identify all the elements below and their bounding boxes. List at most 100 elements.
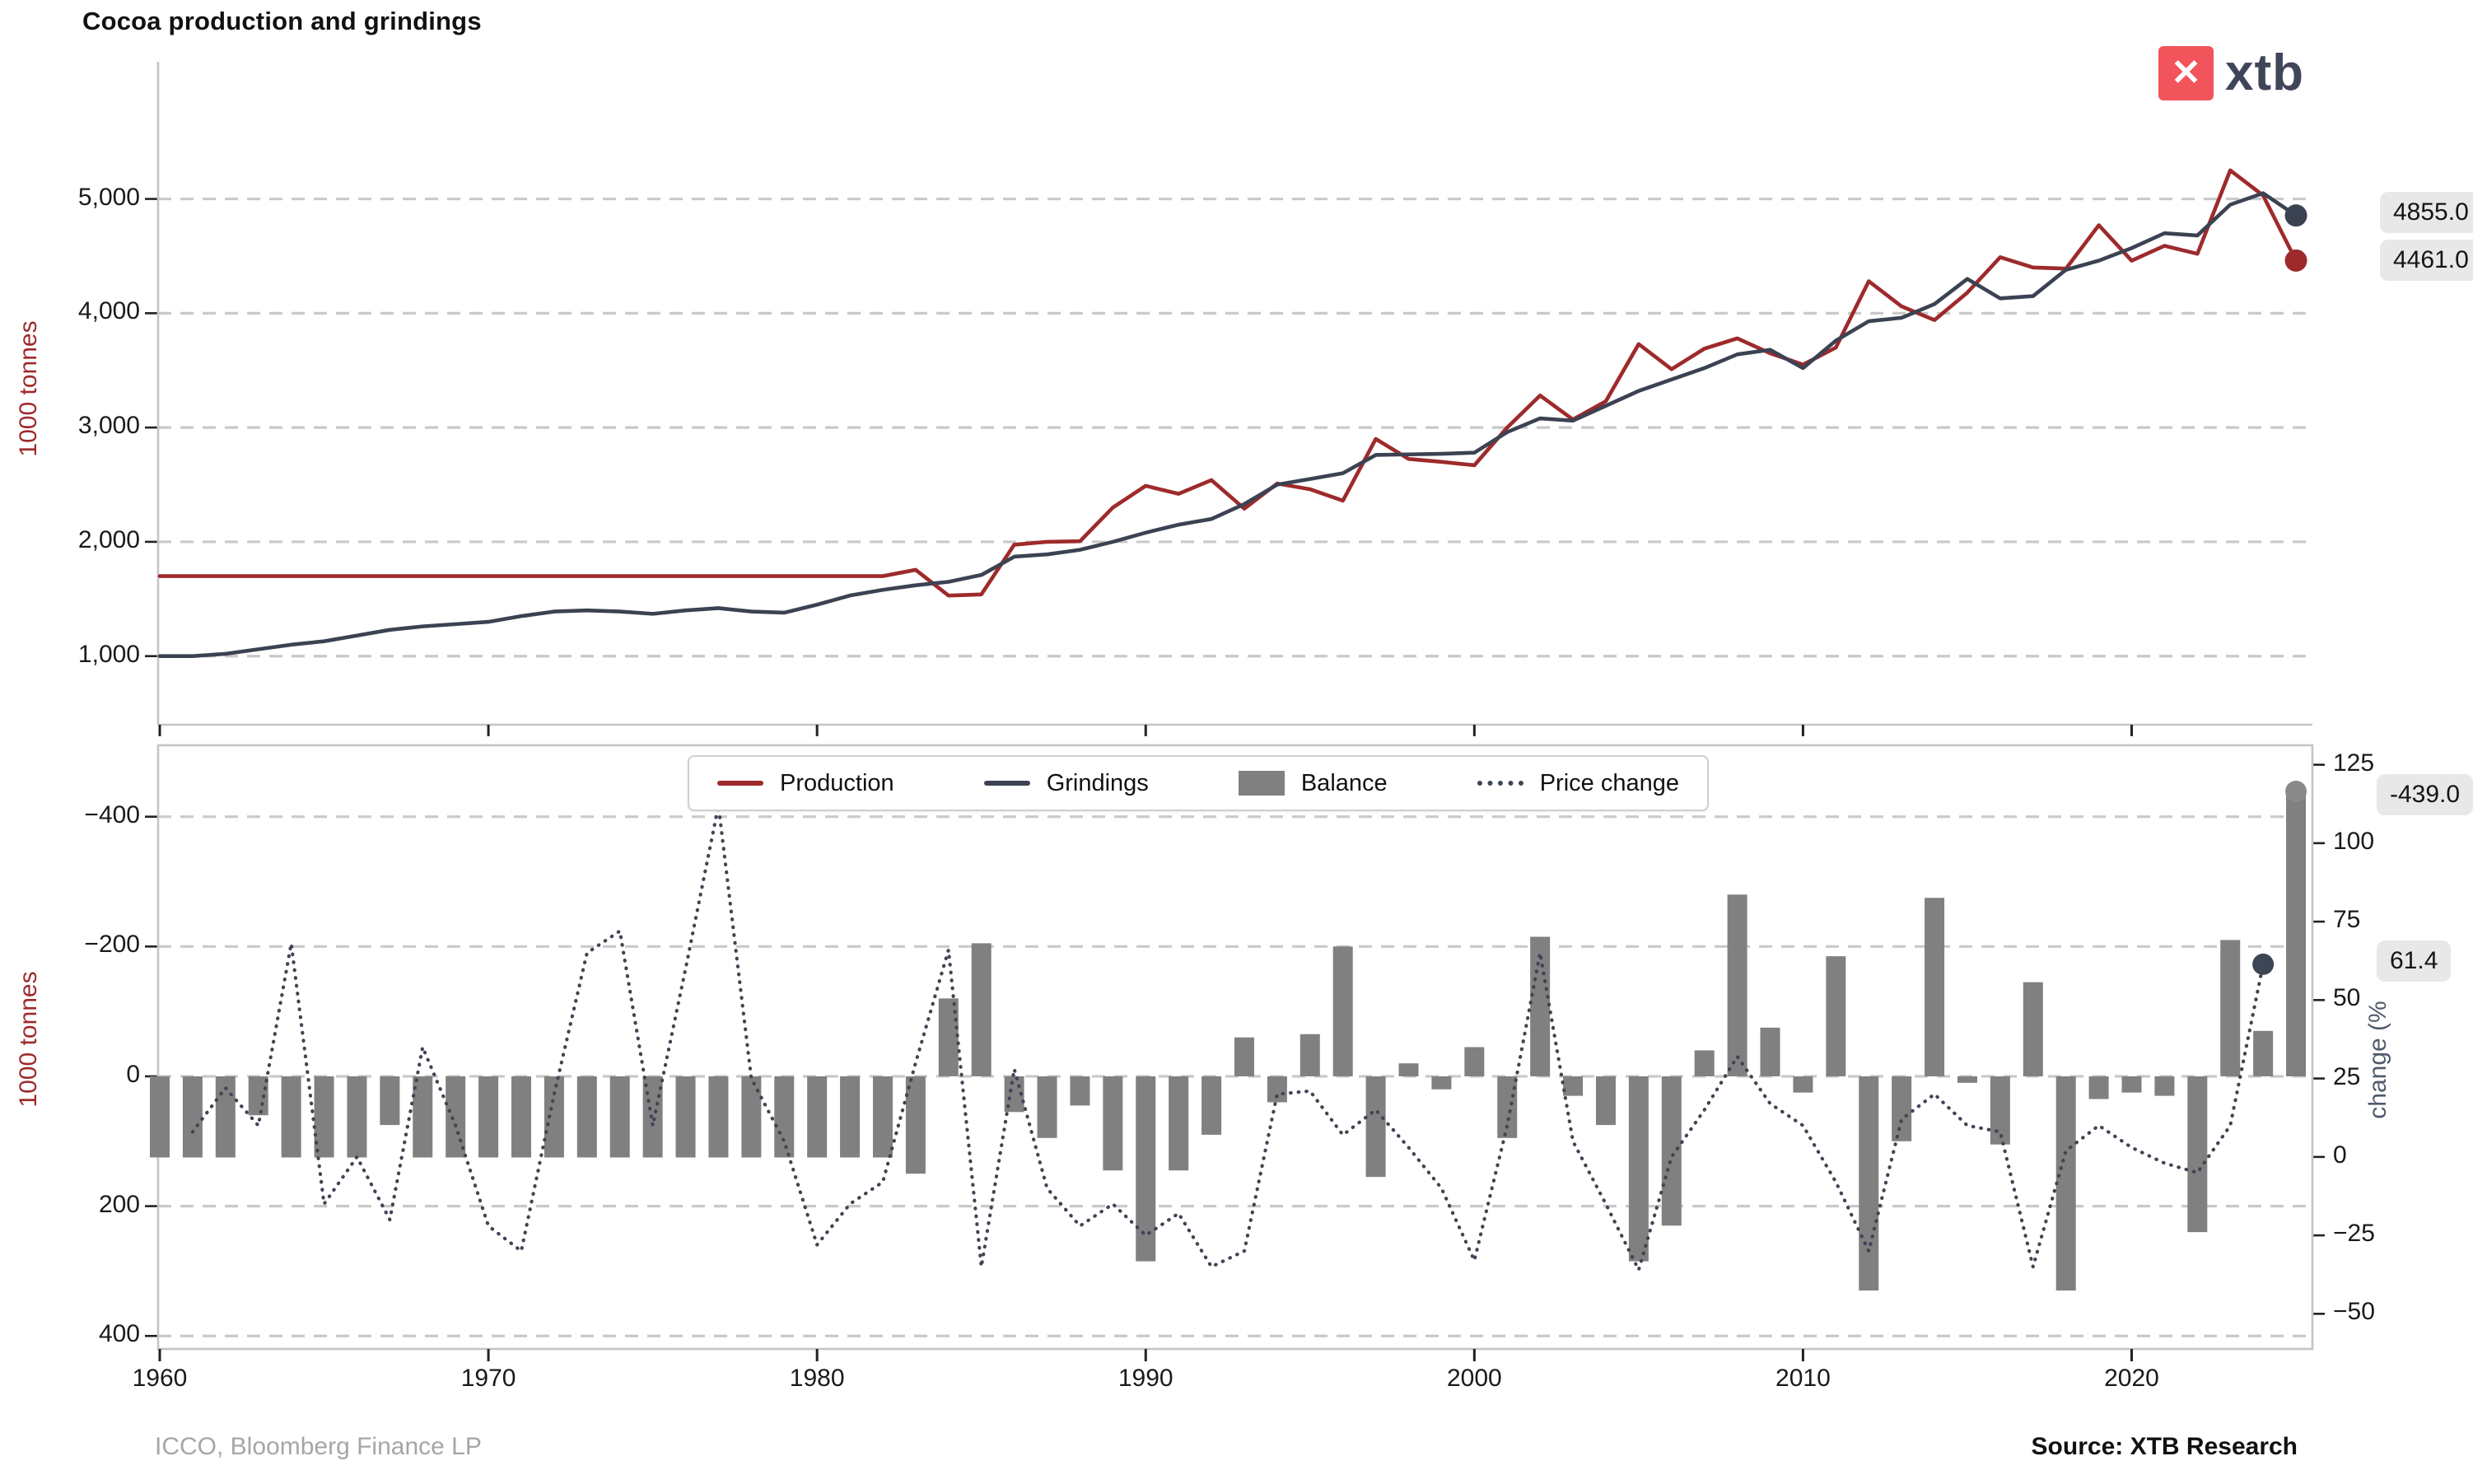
- bottom-left-y-tick-label: 200: [98, 1190, 140, 1218]
- bottom-right-y-tick-label: 25: [2333, 1062, 2361, 1090]
- legend: Production Grindings Balance Price chang…: [688, 755, 1709, 811]
- production-line: [157, 168, 2298, 598]
- balance-bar: [544, 1076, 564, 1158]
- balance-bar: [1234, 1037, 1254, 1076]
- balance-bar: [446, 1076, 466, 1158]
- legend-label: Price change: [1539, 769, 1679, 796]
- balance-bar: [314, 1076, 334, 1158]
- balance-bar: [1103, 1076, 1123, 1171]
- balance-bar: [2187, 1076, 2208, 1233]
- x-tick-label: 1960: [132, 1365, 188, 1392]
- bottom-right-y-tick-label: 125: [2333, 749, 2375, 777]
- balance-bar: [1299, 1034, 1320, 1076]
- balance-bar: [1431, 1076, 1452, 1090]
- balance-bar: [347, 1076, 367, 1158]
- bottom-left-y-tick-label: 0: [126, 1060, 140, 1088]
- balance-bar: [2253, 1030, 2274, 1076]
- bottom-right-y-tick-label: −50: [2333, 1298, 2375, 1326]
- balance-bar-swatch-icon: [1238, 771, 1285, 796]
- balance-bar: [1563, 1076, 1584, 1096]
- price-change-dotted-swatch-icon: [1477, 781, 1523, 786]
- balance-bar: [609, 1076, 630, 1158]
- bottom-left-y-tick-label: −200: [84, 931, 140, 959]
- xtb-logo-text: xtb: [2225, 44, 2304, 101]
- balance-bar: [905, 1076, 926, 1174]
- balance-bar: [1332, 946, 1353, 1076]
- balance-bar: [1628, 1076, 1649, 1262]
- balance-bar: [1365, 1076, 1386, 1178]
- top-y-tick-label: 4,000: [77, 297, 140, 325]
- balance-bar: [2088, 1076, 2109, 1099]
- balance-bar: [1694, 1050, 1715, 1076]
- legend-item-price-change: Price change: [1477, 770, 1679, 797]
- legend-item-production: Production: [717, 770, 894, 797]
- xtb-logo-x-icon: ✕: [2158, 45, 2214, 100]
- balance-bar: [2121, 1076, 2142, 1093]
- grindings-line: [157, 191, 2298, 659]
- grindings-line-swatch-icon: [983, 781, 1030, 786]
- legend-item-balance: Balance: [1238, 769, 1388, 797]
- balance-bar: [380, 1076, 400, 1126]
- balance-bar: [1398, 1063, 1419, 1076]
- legend-label: Production: [780, 769, 894, 796]
- production-end-dot: [2284, 249, 2307, 272]
- bottom-right-y-tick-label: 50: [2333, 984, 2361, 1012]
- balance-bar: [1070, 1076, 1090, 1106]
- balance-bar: [774, 1076, 795, 1158]
- balance-bar: [182, 1076, 203, 1158]
- balance-bar: [708, 1076, 729, 1158]
- balance-bar: [1727, 894, 1747, 1076]
- x-tick-label: 2010: [1775, 1365, 1831, 1392]
- balance-bar: [1530, 936, 1551, 1076]
- balance-end-dot: [2285, 780, 2307, 802]
- balance-bar: [1037, 1076, 1057, 1138]
- top-y-tick-label: 5,000: [77, 183, 140, 211]
- legend-label: Balance: [1300, 769, 1388, 796]
- grindings-end-dot: [2284, 204, 2307, 227]
- balance-bar: [1464, 1047, 1485, 1076]
- balance-end-value-badge: -439.0: [2377, 774, 2473, 815]
- top-y-axis-title: 1000 tonnes: [15, 320, 42, 457]
- balance-bar: [741, 1076, 762, 1158]
- balance-bar: [1925, 898, 1945, 1076]
- bottom-right-y-tick-label: 0: [2333, 1141, 2347, 1169]
- balance-bar: [2286, 791, 2307, 1076]
- x-tick-label: 2020: [2104, 1365, 2159, 1392]
- balance-bar: [2023, 982, 2043, 1076]
- balance-bar: [971, 943, 992, 1076]
- balance-bar: [1760, 1027, 1780, 1076]
- source-credit-text: Source: XTB Research: [2031, 1433, 2298, 1460]
- price-change-end-value-badge: 61.4: [2377, 940, 2452, 982]
- bottom-left-y-tick-label: −400: [84, 800, 140, 828]
- bottom-left-y-tick-label: 400: [98, 1320, 140, 1348]
- bottom-right-y-tick-label: −25: [2333, 1220, 2375, 1248]
- balance-bar: [478, 1076, 499, 1158]
- data-source-text: ICCO, Bloomberg Finance LP: [155, 1433, 482, 1460]
- balance-bar: [807, 1076, 828, 1158]
- top-y-tick-label: 1,000: [77, 640, 140, 668]
- bottom-right-y-tick-label: 100: [2333, 827, 2375, 855]
- balance-bars: [149, 791, 2307, 1291]
- balance-bar: [2154, 1076, 2175, 1096]
- balance-bar: [1990, 1076, 2010, 1145]
- balance-bar: [1169, 1076, 1189, 1171]
- bottom-right-y-tick-label: 75: [2333, 906, 2361, 934]
- balance-bar: [675, 1076, 696, 1158]
- balance-bar: [1202, 1076, 1222, 1135]
- balance-bar: [576, 1076, 597, 1158]
- page-title: Cocoa production and grindings: [82, 7, 482, 35]
- production-end-value-badge: 4461.0: [2380, 240, 2473, 281]
- balance-bar: [511, 1076, 531, 1158]
- x-tick-label: 1970: [460, 1365, 516, 1392]
- balance-bar: [1136, 1076, 1156, 1262]
- price-change-end-dot: [2252, 953, 2275, 975]
- production-line-swatch-icon: [717, 781, 763, 786]
- price-change-line: [190, 804, 2265, 1272]
- xtb-logo: ✕ xtb: [2158, 44, 2304, 102]
- balance-bar: [840, 1076, 861, 1158]
- balance-bar: [2055, 1076, 2076, 1291]
- grindings-end-value-badge: 4855.0: [2380, 192, 2473, 233]
- balance-bar: [281, 1076, 301, 1158]
- balance-bar: [1497, 1076, 1518, 1138]
